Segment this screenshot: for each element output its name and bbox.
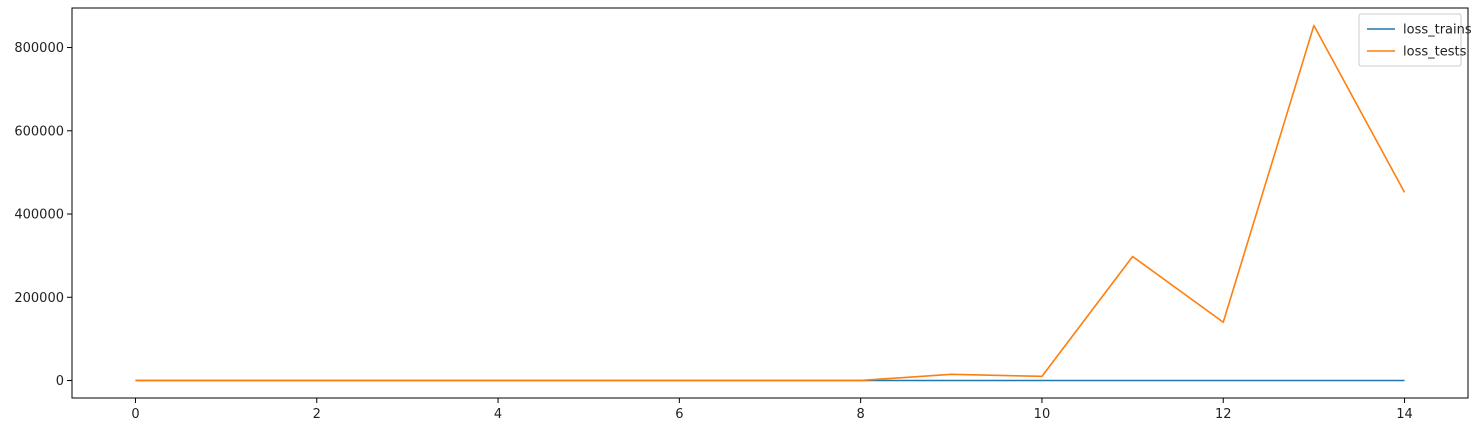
series-line-loss_tests (135, 25, 1404, 380)
legend-label: loss_tests (1403, 45, 1467, 60)
x-tick-label: 12 (1215, 407, 1232, 422)
series-layer (135, 25, 1404, 380)
x-tick-label: 4 (494, 407, 502, 422)
y-axis: 0 200000 400000 600000 800000 (14, 41, 72, 389)
x-tick-label: 6 (675, 407, 683, 422)
y-tick-label: 200000 (14, 291, 64, 306)
x-tick-label: 0 (131, 407, 139, 422)
y-tick-label: 0 (56, 374, 64, 389)
y-tick-label: 400000 (14, 208, 64, 223)
x-tick-label: 14 (1396, 407, 1413, 422)
x-tick-label: 2 (313, 407, 321, 422)
x-tick-label: 8 (857, 407, 865, 422)
y-tick-label: 800000 (14, 41, 64, 56)
legend-label: loss_trains (1403, 23, 1472, 38)
x-axis: 0 2 4 6 8 10 12 14 (131, 398, 1413, 422)
plot-area-frame (72, 8, 1468, 398)
legend: loss_trains loss_tests (1359, 14, 1472, 66)
y-tick-label: 600000 (14, 124, 64, 139)
x-tick-label: 10 (1034, 407, 1051, 422)
